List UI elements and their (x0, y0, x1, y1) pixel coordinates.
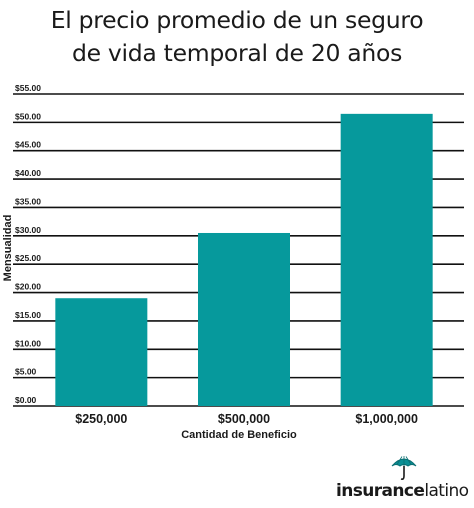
x-tick-label: $1,000,000 (355, 412, 418, 426)
y-tick-label: $0.00 (15, 395, 37, 405)
logo-brand-light: latino (424, 481, 469, 501)
y-tick-label: $50.00 (15, 111, 41, 121)
x-tick-label: $500,000 (218, 412, 270, 426)
chart-title-line-1: El precio promedio de un seguro (50, 6, 424, 34)
logo-brand-bold: insurance (336, 481, 425, 501)
umbrella-icon (391, 456, 417, 480)
y-tick-label: $20.00 (15, 282, 41, 292)
y-axis-label: Mensualidad (2, 215, 14, 282)
bar (198, 232, 290, 406)
x-axis-label: Cantidad de Beneficio (181, 429, 297, 441)
insurancelatino-logo[interactable]: insurancelatino (336, 454, 474, 504)
y-tick-label: $45.00 (15, 140, 41, 150)
bar (340, 113, 433, 406)
y-tick-label: $30.00 (15, 225, 41, 235)
y-tick-label: $55.00 (15, 83, 41, 93)
x-tick-label: $250,000 (75, 412, 127, 426)
chart-title: El precio promedio de un seguro de vida … (0, 4, 474, 70)
y-tick-label: $40.00 (15, 168, 41, 178)
y-tick-label: $5.00 (15, 367, 37, 377)
y-tick-label: $25.00 (15, 253, 41, 263)
y-tick-label: $10.00 (15, 338, 41, 348)
logo-wordmark: insurancelatino (336, 481, 469, 501)
chart-title-line-2: de vida temporal de 20 años (71, 39, 403, 67)
y-tick-label: $15.00 (15, 310, 41, 320)
bar-chart: $0.00 $5.00 $10.00 $15.00 $20.00 $25.00 $30.00… (2, 83, 464, 441)
y-tick-label: $35.00 (15, 196, 41, 206)
bar (55, 298, 148, 406)
